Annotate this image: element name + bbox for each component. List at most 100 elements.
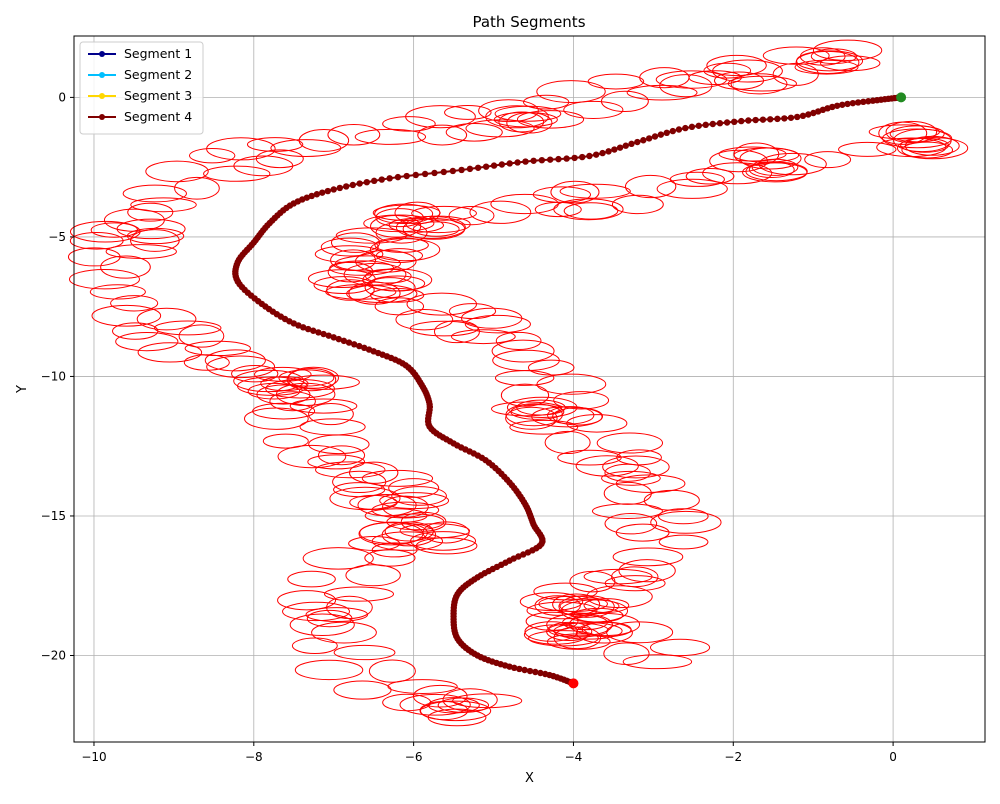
uncertainty-ellipse	[371, 531, 444, 551]
uncertainty-ellipse	[618, 559, 676, 583]
end-marker	[568, 678, 579, 689]
uncertainty-ellipse	[115, 331, 179, 352]
uncertainty-ellipse	[348, 281, 401, 305]
y-tick-label: 0	[58, 90, 66, 104]
series-point-4	[330, 334, 337, 341]
legend-swatch-marker	[99, 93, 105, 99]
uncertainty-ellipse	[718, 146, 787, 162]
uncertainty-ellipse	[89, 284, 146, 300]
uncertainty-ellipse	[427, 697, 480, 714]
uncertainty-ellipse	[332, 470, 387, 494]
uncertainty-ellipse	[465, 119, 535, 138]
series-point-4	[378, 176, 385, 183]
legend-box	[79, 41, 204, 135]
uncertainty-ellipse	[371, 501, 440, 519]
series-point-4	[440, 168, 447, 176]
uncertainty-ellipse	[522, 94, 570, 110]
uncertainty-ellipse	[733, 142, 780, 166]
uncertainty-ellipse	[904, 135, 960, 156]
uncertainty-ellipse	[427, 708, 487, 727]
series-point-4	[336, 184, 344, 192]
series-point-4	[522, 158, 529, 165]
uncertainty-ellipse	[384, 521, 434, 542]
series-point-4	[599, 149, 606, 157]
series-point-4	[537, 669, 544, 677]
series-point-4	[675, 126, 683, 133]
series-point-4	[865, 98, 872, 105]
uncertainty-ellipse	[288, 366, 339, 389]
y-tick-label: −15	[41, 509, 66, 523]
uncertainty-ellipse	[491, 339, 555, 363]
uncertainty-ellipse	[528, 630, 599, 647]
series-point-4	[752, 116, 759, 124]
uncertainty-ellipse	[305, 607, 369, 623]
uncertainty-ellipse	[68, 268, 140, 290]
uncertainty-ellipse	[368, 659, 416, 683]
uncertainty-ellipse	[145, 160, 209, 183]
series-point-4	[458, 166, 465, 174]
series-point-4	[844, 100, 851, 108]
y-tick-label: −20	[41, 648, 66, 662]
uncertainty-ellipse	[611, 194, 664, 215]
series-point-4	[839, 101, 846, 108]
series-point-4	[356, 342, 363, 350]
series-point-4	[324, 187, 332, 195]
uncertainty-ellipse	[794, 59, 859, 75]
uncertainty-ellipse	[469, 200, 532, 224]
uncertainty-ellipse	[478, 99, 539, 123]
series-point-4	[335, 335, 342, 343]
series-point-4	[745, 117, 752, 124]
uncertainty-ellipse	[612, 547, 684, 567]
uncertainty-ellipse	[751, 158, 799, 176]
uncertainty-ellipse	[289, 613, 355, 637]
uncertainty-ellipse	[500, 383, 550, 407]
series-point-4	[586, 152, 593, 160]
uncertainty-ellipse	[804, 151, 852, 169]
uncertainty-ellipse	[552, 593, 601, 616]
series-point-4	[563, 155, 570, 162]
uncertainty-ellipse	[615, 523, 670, 542]
axis-ticks: −10 −8 −6 −4 −2 0−20−15−10−50	[41, 90, 897, 764]
legend-swatch-marker	[99, 72, 105, 78]
uncertainty-ellipse	[127, 202, 174, 222]
series-point-4	[555, 155, 562, 163]
uncertainty-ellipse	[419, 701, 469, 721]
uncertainty-ellipse	[116, 218, 186, 240]
uncertainty-ellipse	[516, 110, 585, 129]
series-point-4	[805, 111, 812, 118]
x-tick-label: −6	[405, 750, 423, 764]
uncertainty-ellipse	[298, 129, 350, 152]
uncertainty-ellipse	[591, 503, 663, 519]
uncertainty-ellipse	[308, 434, 370, 455]
uncertainty-ellipse	[399, 693, 471, 716]
uncertainty-ellipse	[730, 73, 788, 95]
series-point-4	[657, 131, 665, 138]
uncertainty-ellipse	[100, 255, 151, 279]
uncertainty-ellipse	[333, 680, 392, 700]
uncertainty-ellipse	[262, 433, 309, 449]
uncertainty-ellipse	[265, 378, 335, 399]
uncertainty-ellipse	[130, 229, 180, 252]
uncertainty-ellipse	[329, 486, 401, 511]
series-point-4	[532, 668, 539, 676]
uncertainty-ellipse	[233, 369, 305, 393]
uncertainty-ellipse	[188, 147, 236, 164]
series-point-4	[299, 324, 307, 331]
series-point-4	[738, 117, 745, 125]
uncertainty-ellipse	[345, 564, 401, 587]
uncertainty-ellipse	[270, 139, 342, 157]
uncertainty-ellipse	[552, 407, 604, 426]
series-point-4	[688, 123, 696, 131]
uncertainty-ellipse	[395, 308, 454, 331]
series-point-4	[498, 161, 506, 168]
uncertainty-ellipse	[154, 320, 222, 336]
series-point-4	[814, 108, 822, 115]
x-axis-label: X	[525, 771, 534, 786]
series-point-4	[340, 337, 348, 345]
uncertainty-ellipse	[346, 284, 418, 304]
uncertainty-ellipse	[566, 414, 628, 433]
uncertainty-ellipse	[308, 402, 354, 426]
uncertainty-ellipse	[311, 621, 377, 644]
uncertainty-ellipse	[601, 470, 661, 486]
series-point-4	[526, 667, 534, 675]
